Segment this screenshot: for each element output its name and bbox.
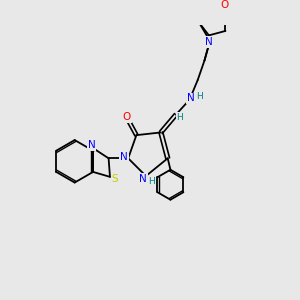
Text: N: N xyxy=(139,174,147,184)
Text: N: N xyxy=(120,152,128,162)
Text: N: N xyxy=(187,93,195,103)
Text: O: O xyxy=(220,0,228,10)
Text: H: H xyxy=(148,177,155,186)
Text: H: H xyxy=(177,113,183,122)
Text: H: H xyxy=(196,92,202,101)
Text: S: S xyxy=(112,174,118,184)
Text: O: O xyxy=(123,112,131,122)
Text: N: N xyxy=(88,140,95,150)
Text: N: N xyxy=(205,37,212,47)
